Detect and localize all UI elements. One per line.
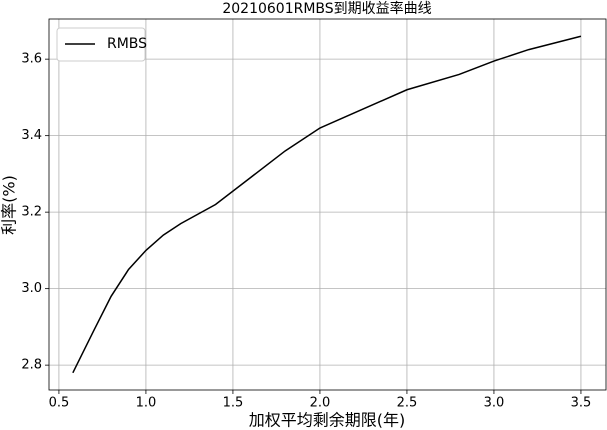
y-tick-label: 3.0 xyxy=(21,281,42,296)
y-tick-label: 3.2 xyxy=(21,205,42,220)
chart-title: 20210601RMBS到期收益率曲线 xyxy=(222,0,431,17)
x-tick-label: 0.5 xyxy=(49,396,70,411)
plot-frame xyxy=(48,18,607,391)
x-tick-label: 3.5 xyxy=(571,396,592,411)
x-tick-label: 2.5 xyxy=(397,396,418,411)
x-tick-label: 1.5 xyxy=(223,396,244,411)
x-axis-label: 加权平均剩余期限(年) xyxy=(249,411,406,430)
x-tick-label: 3.0 xyxy=(484,396,505,411)
legend-box xyxy=(56,27,146,62)
line-series xyxy=(72,35,582,374)
y-tick-label: 2.8 xyxy=(21,358,42,373)
y-tick-label: 3.6 xyxy=(21,52,42,67)
x-tick-label: 1.0 xyxy=(136,396,157,411)
x-tick-label: 2.0 xyxy=(310,396,331,411)
y-tick-label: 3.4 xyxy=(21,128,42,143)
y-axis-label: 利率(%) xyxy=(0,175,19,235)
legend-label: RMBS xyxy=(107,36,147,52)
